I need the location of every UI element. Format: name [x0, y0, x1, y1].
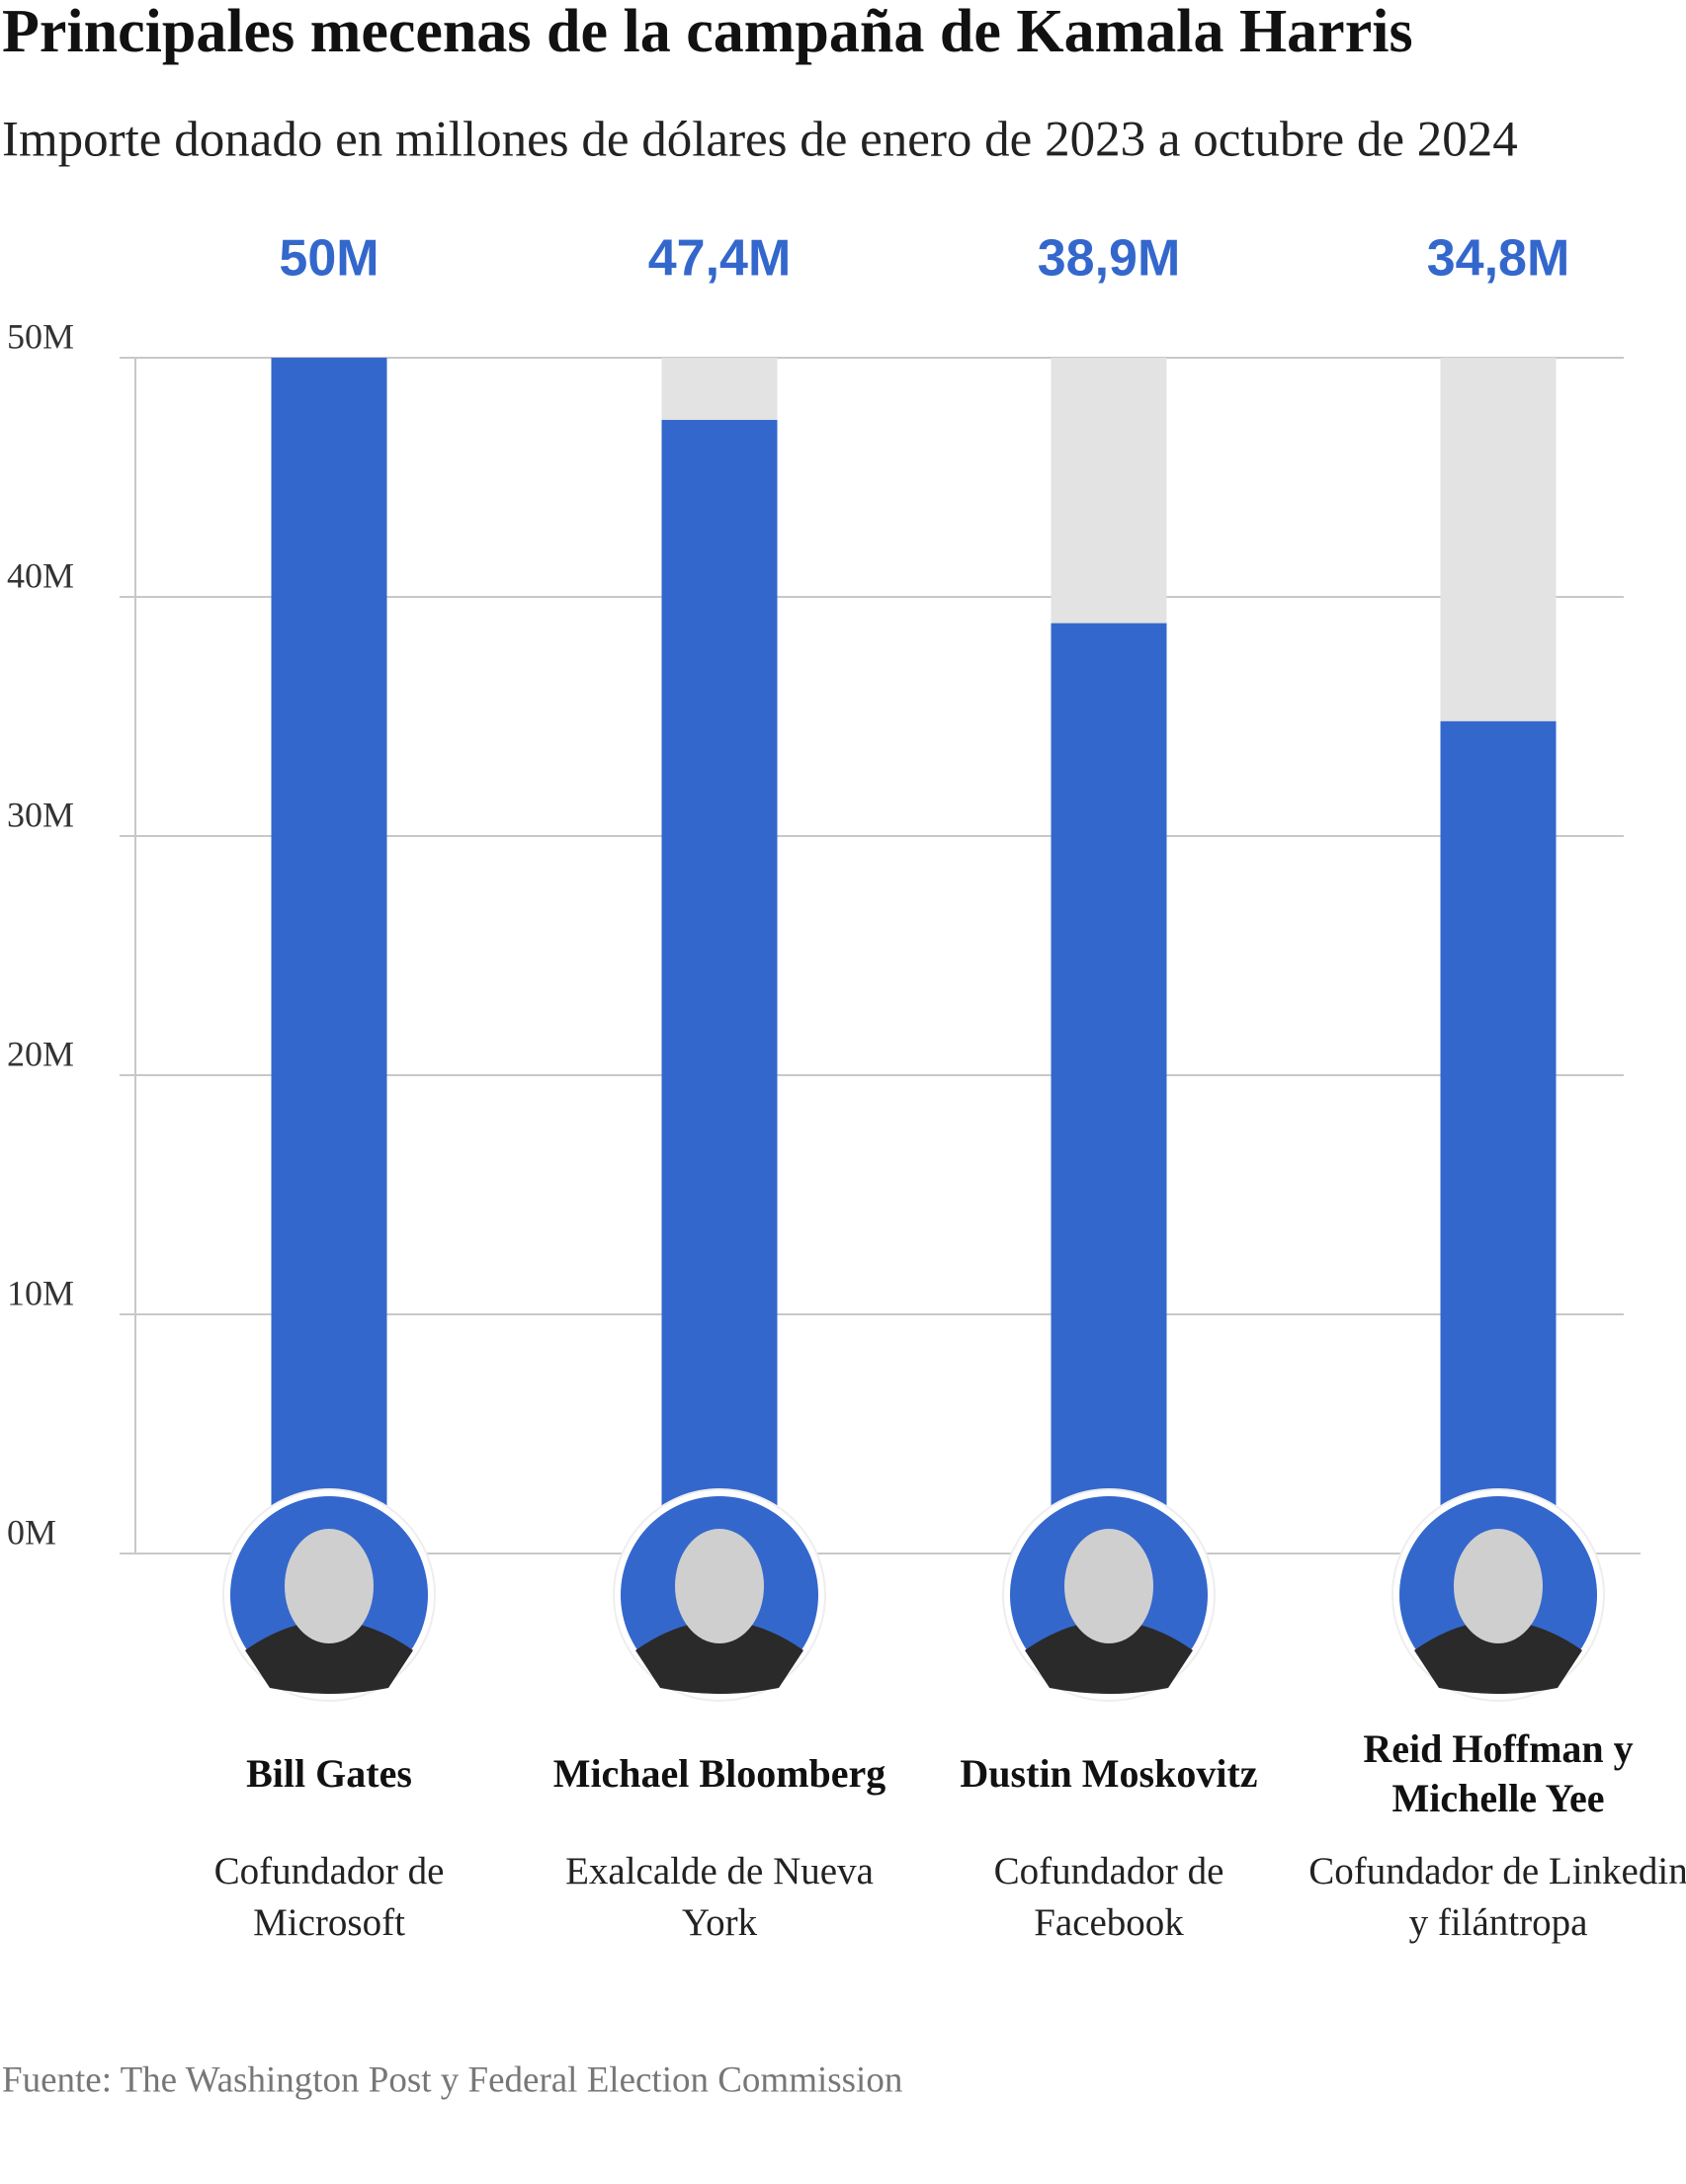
category-label: Michael Bloomberg — [552, 1751, 886, 1796]
y-tick-label: 20M — [7, 1034, 74, 1073]
y-tick-label: 50M — [7, 316, 74, 356]
category-description: Cofundador de Linkedin y filántropa — [1308, 1850, 1686, 1944]
category-label: Bill Gates — [246, 1751, 412, 1796]
portrait — [222, 1488, 436, 1702]
portrait-head — [675, 1529, 764, 1643]
y-tick-label: 30M — [7, 795, 74, 834]
bar — [1440, 720, 1557, 1554]
y-tick-label: 0M — [7, 1512, 56, 1552]
portrait — [613, 1488, 826, 1702]
value-label: 47,4M — [648, 230, 792, 288]
portrait — [1391, 1488, 1605, 1702]
y-tick-label: 10M — [7, 1273, 74, 1312]
portrait-shoulders — [245, 1621, 413, 1694]
bar — [1051, 623, 1167, 1554]
value-label: 38,9M — [1038, 230, 1181, 288]
portrait-head — [1064, 1529, 1153, 1643]
bar — [661, 419, 778, 1554]
category-description: Exalcalde de Nueva York — [565, 1850, 874, 1944]
chart-subtitle: Importe donado en millones de dólares de… — [2, 113, 1518, 168]
portrait-shoulders — [1025, 1621, 1193, 1694]
category-label: Dustin Moskovitz — [960, 1751, 1258, 1796]
value-label: 50M — [279, 230, 379, 288]
bar — [271, 358, 387, 1554]
y-tick-label: 40M — [7, 555, 74, 595]
source: Fuente: The Washington Post y Federal El… — [2, 2059, 902, 2100]
category-label: Reid Hoffman y Michelle Yee — [1363, 1726, 1634, 1820]
value-label: 34,8M — [1427, 230, 1570, 288]
portrait — [1002, 1488, 1216, 1702]
category-description: Cofundador de Facebook — [993, 1850, 1224, 1944]
portrait-shoulders — [635, 1621, 803, 1694]
portrait-shoulders — [1414, 1621, 1582, 1694]
chart-title: Principales mecenas de la campaña de Kam… — [2, 0, 1413, 65]
portrait-head — [1454, 1529, 1543, 1643]
category-description: Cofundador de Microsoft — [213, 1850, 445, 1944]
portrait-head — [285, 1529, 374, 1643]
